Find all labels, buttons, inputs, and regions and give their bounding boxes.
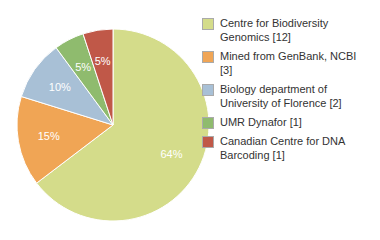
- html-text:Canadian Centre for DNA: Canadian Centre for DNA: [220, 135, 346, 147]
- svg-text:15%: 15%: [38, 130, 60, 142]
- svg-text:5%: 5%: [75, 61, 91, 73]
- svg-text:5%: 5%: [95, 55, 111, 67]
- html-text:Biology department of: Biology department of: [220, 83, 327, 95]
- svg-text:64%: 64%: [160, 148, 182, 160]
- svg-text:10%: 10%: [49, 81, 71, 93]
- html-text:Barcoding [1]: Barcoding [1]: [220, 149, 285, 161]
- html-text:University of Florence [2]: University of Florence [2]: [220, 97, 342, 109]
- html-text:Genomics [12]: Genomics [12]: [220, 31, 291, 43]
- html-text:UMR Dynafor [1]: UMR Dynafor [1]: [220, 116, 302, 128]
- html-text:Centre for Biodiversity: Centre for Biodiversity: [220, 17, 329, 29]
- html-text:Mined from GenBank, NCBI [3]: Mined from GenBank, NCBI [3]: [220, 50, 357, 76]
